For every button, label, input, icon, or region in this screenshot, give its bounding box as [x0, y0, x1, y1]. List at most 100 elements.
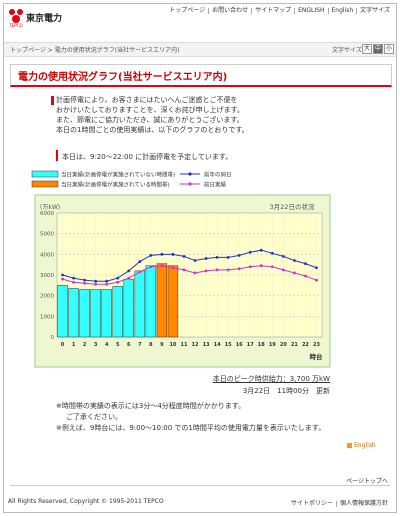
line-marker [281, 255, 285, 258]
x-tick-label: 19 [269, 342, 276, 348]
nav-link[interactable]: English [331, 7, 354, 14]
line-marker [171, 266, 175, 270]
page-title: 電力の使用状況グラフ(当社サービスエリア内) [18, 72, 228, 83]
bar [79, 289, 90, 338]
y-tick-label: 1000 [40, 314, 54, 320]
intro-marker [51, 96, 54, 105]
line-marker [182, 268, 186, 272]
nav-link[interactable]: 文字サイズ [360, 7, 390, 14]
x-tick-label: 14 [214, 342, 221, 348]
x-tick-label: 18 [258, 342, 265, 348]
intro-line: また、節電にご協力いただき、誠にありがとうございます。 [56, 116, 244, 124]
x-tick-label: 5 [116, 342, 120, 348]
bar [156, 263, 168, 338]
line-marker [304, 274, 307, 278]
y-tick-label: 2000 [40, 294, 54, 300]
legend-marker [188, 182, 192, 186]
line-marker [116, 280, 120, 284]
chart-title: 3月22日の状況 [270, 202, 315, 211]
footer-link[interactable]: サイトポリシー [290, 500, 333, 507]
english-icon [347, 443, 352, 448]
line-marker [105, 282, 109, 286]
line-marker [193, 259, 197, 262]
bar [112, 286, 123, 338]
line-marker [138, 260, 142, 263]
nav-link[interactable]: お問い合わせ [212, 7, 249, 14]
intro-line: 計画停電により、お客さまにはたいへんご迷惑とご不便を [56, 96, 238, 104]
line-marker [83, 281, 87, 285]
bar [123, 278, 134, 338]
note: ※例えば、9時台には、9:00～10:00 での1時間平均の使用電力量を表示いた… [56, 424, 326, 432]
line-marker [259, 248, 263, 252]
x-tick-label: 6 [127, 342, 131, 348]
y-axis-label: (万kW) [40, 204, 60, 211]
line-marker [315, 278, 318, 282]
breadcrumb[interactable]: トップページ > 電力の使用状況グラフ(当社サービスエリア内) [10, 47, 180, 54]
line-marker [72, 280, 75, 284]
separator [356, 7, 358, 14]
line-marker [149, 265, 153, 269]
english-link[interactable]: English [354, 442, 376, 449]
separator [327, 7, 329, 14]
line-marker [127, 269, 131, 273]
line-marker [83, 278, 87, 282]
line-marker [94, 279, 98, 283]
line-marker [105, 279, 109, 283]
line-marker [127, 276, 131, 280]
footer-link[interactable]: 個人情報保護方針 [339, 500, 388, 507]
line-marker [94, 282, 98, 286]
x-tick-label: 22 [302, 342, 309, 348]
line-marker [215, 268, 219, 272]
nav-link[interactable]: サイトマップ [255, 7, 292, 14]
line-marker [248, 250, 252, 254]
intro: 計画停電により、お客さまにはたいへんご迷惑とご不便を おかけいたしておりますことを… [56, 95, 249, 135]
line-marker [149, 253, 153, 257]
line-marker [292, 271, 296, 275]
font-size-button[interactable]: 大 [362, 44, 372, 54]
page-top-link[interactable]: ページトップへ [346, 478, 388, 485]
footer-line [10, 485, 390, 486]
nav-link[interactable]: トップページ [169, 7, 206, 14]
separator [294, 7, 296, 14]
x-tick-label: 8 [149, 342, 153, 348]
line-marker [270, 251, 274, 255]
x-tick-label: 7 [138, 342, 142, 348]
y-tick-label: 4000 [40, 252, 54, 258]
x-tick-label: 15 [225, 342, 232, 348]
line-marker [226, 268, 230, 272]
bar [167, 265, 179, 338]
intro-line: おかけいたしておりますことを、深くお詫び申し上げます。 [56, 106, 244, 114]
footer-links: サイトポリシー 個人情報保護方針 [291, 498, 388, 507]
x-axis-label: 時台 [310, 352, 324, 361]
page-frame [3, 3, 397, 513]
separator [251, 7, 253, 14]
line-marker [182, 255, 186, 258]
peak-supply: 本日のピーク時供給力：3,700 万kW [212, 375, 330, 383]
notice-marker [56, 150, 58, 161]
x-tick-label: 17 [247, 342, 254, 348]
copyright: All Rights Reserved, Copyright © 1995-20… [8, 498, 164, 505]
notice: 本日は、9:20～22:00 に計画停電を予定しています。 [62, 153, 233, 161]
logo-text: 東京電力 [26, 14, 63, 24]
line-marker [204, 257, 208, 260]
font-size-button[interactable]: 小 [384, 44, 394, 54]
x-tick-label: 20 [280, 342, 287, 348]
line-marker [292, 259, 296, 262]
font-size-button[interactable]: 中 [373, 44, 383, 54]
legend-label: 前年の同日 [204, 171, 232, 179]
x-tick-label: 1 [72, 342, 76, 348]
nav-link[interactable]: ENGLISH [298, 7, 325, 14]
bar [68, 288, 79, 338]
bar [90, 289, 101, 338]
line-marker [304, 262, 307, 266]
line-marker [72, 276, 75, 280]
bar [101, 289, 112, 338]
x-tick-label: 21 [291, 342, 298, 348]
title-box [10, 64, 392, 87]
line-marker [61, 277, 64, 281]
line [62, 249, 317, 282]
x-tick-label: 12 [192, 342, 199, 348]
line-marker [171, 252, 175, 256]
legend-label: 前日実績 [204, 181, 227, 189]
line [62, 265, 317, 285]
